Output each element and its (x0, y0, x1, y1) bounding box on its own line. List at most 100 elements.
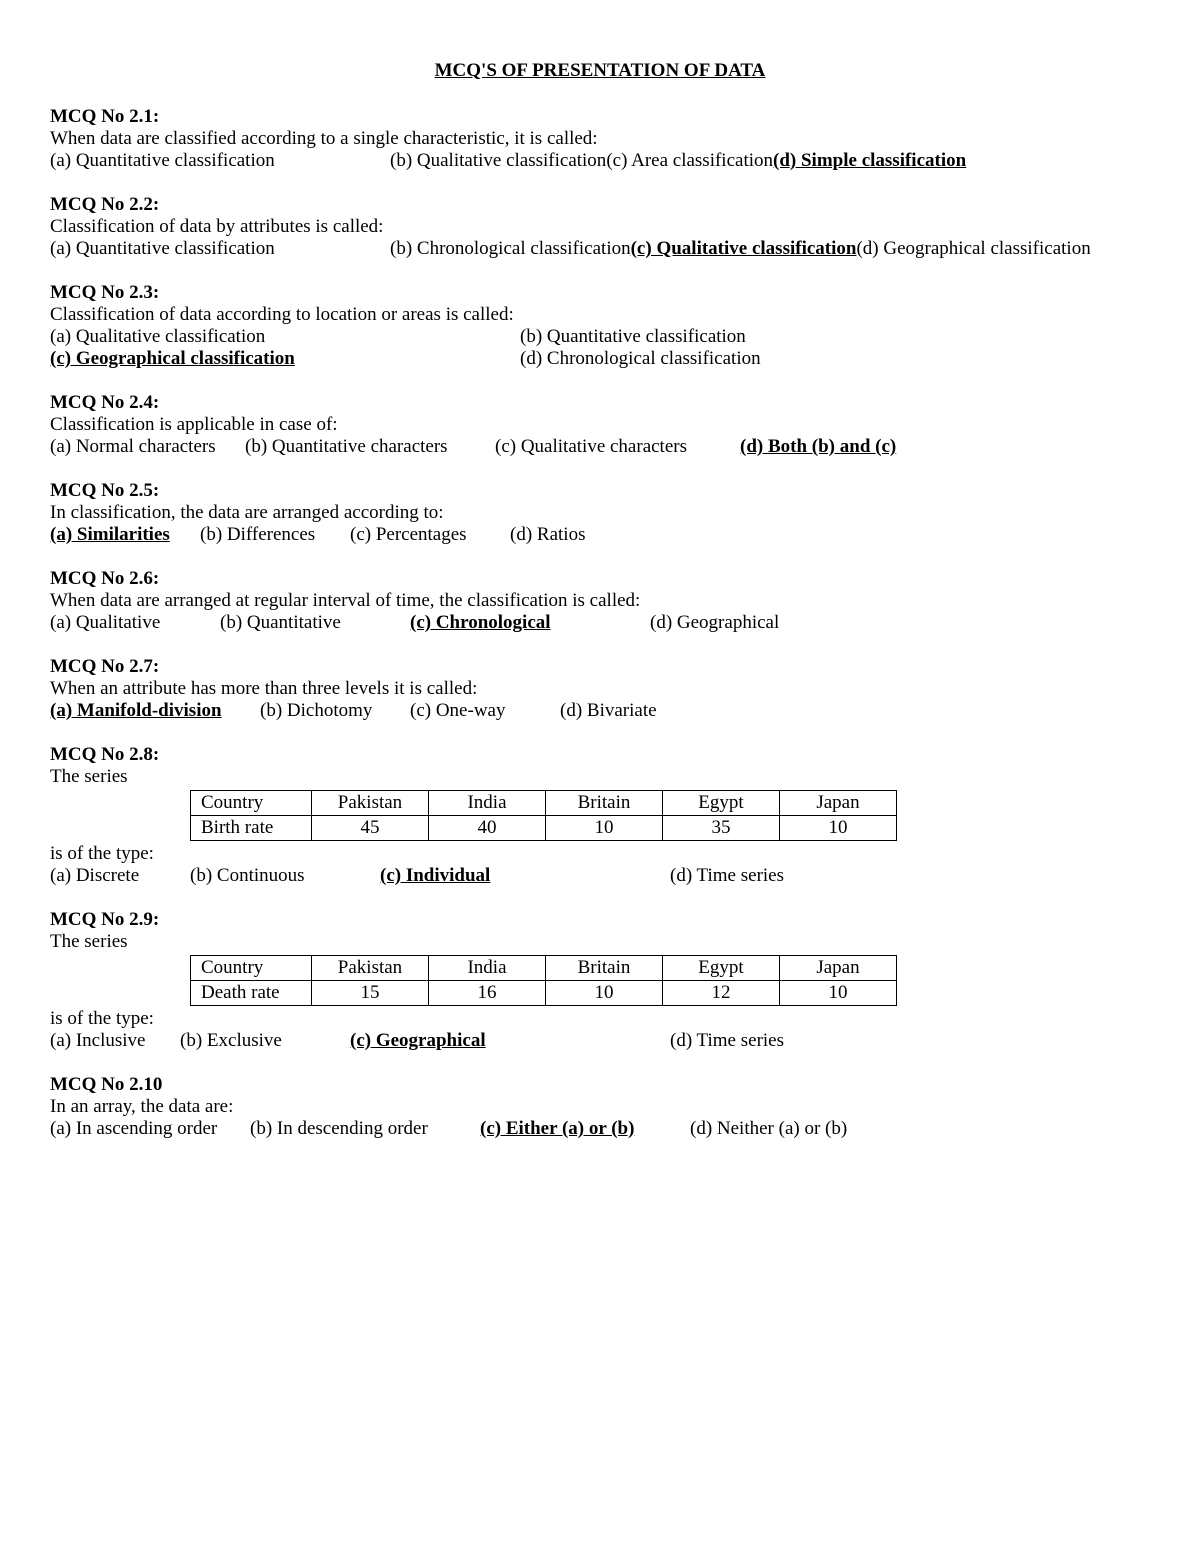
mcq-2-6: MCQ No 2.6: When data are arranged at re… (50, 568, 1150, 634)
option-a: (a) In ascending order (50, 1118, 250, 1140)
table-cell: 10 (546, 816, 663, 841)
option-b: (b) Qualitative classification (390, 150, 606, 172)
table-cell: 15 (312, 981, 429, 1006)
option-d: (d) Ratios (510, 524, 585, 546)
option-c: (c) Geographical classification (50, 348, 520, 370)
option-a: (a) Manifold-division (50, 700, 260, 722)
mcq-question: In classification, the data are arranged… (50, 502, 1150, 524)
data-table: Country Pakistan India Britain Egypt Jap… (190, 790, 897, 841)
table-cell: Death rate (191, 981, 312, 1006)
table-cell: 45 (312, 816, 429, 841)
mcq-question-pre: The series (50, 931, 1150, 953)
mcq-2-8: MCQ No 2.8: The series Country Pakistan … (50, 744, 1150, 887)
table-cell: Country (191, 956, 312, 981)
mcq-question-pre: The series (50, 766, 1150, 788)
option-d: (d) Both (b) and (c) (740, 436, 896, 458)
option-a: (a) Inclusive (50, 1030, 180, 1052)
table-cell: India (429, 791, 546, 816)
option-a: (a) Normal characters (50, 436, 245, 458)
option-b: (b) Quantitative classification (520, 326, 746, 348)
mcq-number: MCQ No 2.10 (50, 1074, 1150, 1096)
mcq-2-7: MCQ No 2.7: When an attribute has more t… (50, 656, 1150, 722)
mcq-question-post: is of the type: (50, 843, 1150, 865)
option-b: (b) Continuous (190, 865, 380, 887)
option-a: (a) Quantitative classification (50, 238, 390, 260)
page-title: MCQ'S OF PRESENTATION OF DATA (50, 60, 1150, 82)
mcq-number: MCQ No 2.3: (50, 282, 1150, 304)
option-d: (d) Simple classification (773, 150, 966, 172)
mcq-question: When data are classified according to a … (50, 128, 1150, 150)
mcq-question: Classification of data by attributes is … (50, 216, 1150, 238)
table-cell: 10 (780, 816, 897, 841)
option-a: (a) Qualitative classification (50, 326, 520, 348)
mcq-2-2: MCQ No 2.2: Classification of data by at… (50, 194, 1150, 260)
option-d: (d) Bivariate (560, 700, 657, 722)
mcq-number: MCQ No 2.9: (50, 909, 1150, 931)
table-cell: 12 (663, 981, 780, 1006)
option-a: (a) Similarities (50, 524, 200, 546)
option-d: (d) Neither (a) or (b) (690, 1118, 847, 1140)
mcq-question: When data are arranged at regular interv… (50, 590, 1150, 612)
table-cell: Pakistan (312, 956, 429, 981)
table-cell: India (429, 956, 546, 981)
table-row: Country Pakistan India Britain Egypt Jap… (191, 791, 897, 816)
mcq-2-9: MCQ No 2.9: The series Country Pakistan … (50, 909, 1150, 1052)
table-cell: Japan (780, 956, 897, 981)
option-c: (c) Either (a) or (b) (480, 1118, 690, 1140)
option-b: (b) Exclusive (180, 1030, 350, 1052)
option-b: (b) Differences (200, 524, 350, 546)
option-b: (b) In descending order (250, 1118, 480, 1140)
table-cell: Egypt (663, 791, 780, 816)
table-cell: 35 (663, 816, 780, 841)
option-b: (b) Chronological classification (390, 238, 631, 260)
option-b: (b) Dichotomy (260, 700, 410, 722)
option-d: (d) Time series (670, 865, 784, 887)
option-d: (d) Time series (670, 1030, 784, 1052)
table-cell: Japan (780, 791, 897, 816)
option-c: (c) Chronological (410, 612, 650, 634)
table-row: Birth rate 45 40 10 35 10 (191, 816, 897, 841)
option-c: (c) Individual (380, 865, 670, 887)
option-d: (d) Geographical classification (856, 238, 1090, 260)
mcq-number: MCQ No 2.6: (50, 568, 1150, 590)
mcq-number: MCQ No 2.2: (50, 194, 1150, 216)
mcq-2-4: MCQ No 2.4: Classification is applicable… (50, 392, 1150, 458)
table-cell: 10 (780, 981, 897, 1006)
mcq-number: MCQ No 2.5: (50, 480, 1150, 502)
table-cell: Egypt (663, 956, 780, 981)
mcq-number: MCQ No 2.4: (50, 392, 1150, 414)
mcq-number: MCQ No 2.7: (50, 656, 1150, 678)
option-c: (c) One-way (410, 700, 560, 722)
data-table: Country Pakistan India Britain Egypt Jap… (190, 955, 897, 1006)
mcq-2-5: MCQ No 2.5: In classification, the data … (50, 480, 1150, 546)
option-a: (a) Qualitative (50, 612, 220, 634)
option-a: (a) Discrete (50, 865, 190, 887)
table-cell: Pakistan (312, 791, 429, 816)
mcq-number: MCQ No 2.8: (50, 744, 1150, 766)
option-greek: (c) Geographical (350, 1030, 670, 1052)
table-cell: Country (191, 791, 312, 816)
table-row: Country Pakistan India Britain Egypt Jap… (191, 956, 897, 981)
mcq-question: Classification of data according to loca… (50, 304, 1150, 326)
mcq-number: MCQ No 2.1: (50, 106, 1150, 128)
table-cell: Britain (546, 791, 663, 816)
option-d: (d) Chronological classification (520, 348, 761, 370)
option-d: (d) Geographical (650, 612, 779, 634)
option-c: (c) Percentages (350, 524, 510, 546)
mcq-question: When an attribute has more than three le… (50, 678, 1150, 700)
table-cell: 40 (429, 816, 546, 841)
mcq-2-1: MCQ No 2.1: When data are classified acc… (50, 106, 1150, 172)
option-c: (c) Area classification (606, 150, 773, 172)
option-c: (c) Qualitative characters (495, 436, 740, 458)
option-b: (b) Quantitative (220, 612, 410, 634)
mcq-2-10: MCQ No 2.10 In an array, the data are: (… (50, 1074, 1150, 1140)
table-row: Death rate 15 16 10 12 10 (191, 981, 897, 1006)
mcq-question: In an array, the data are: (50, 1096, 1150, 1118)
option-b: (b) Quantitative characters (245, 436, 495, 458)
option-a: (a) Quantitative classification (50, 150, 390, 172)
mcq-2-3: MCQ No 2.3: Classification of data accor… (50, 282, 1150, 370)
option-c: (c) Qualitative classification (631, 238, 857, 260)
mcq-question-post: is of the type: (50, 1008, 1150, 1030)
table-cell: 10 (546, 981, 663, 1006)
mcq-question: Classification is applicable in case of: (50, 414, 1150, 436)
